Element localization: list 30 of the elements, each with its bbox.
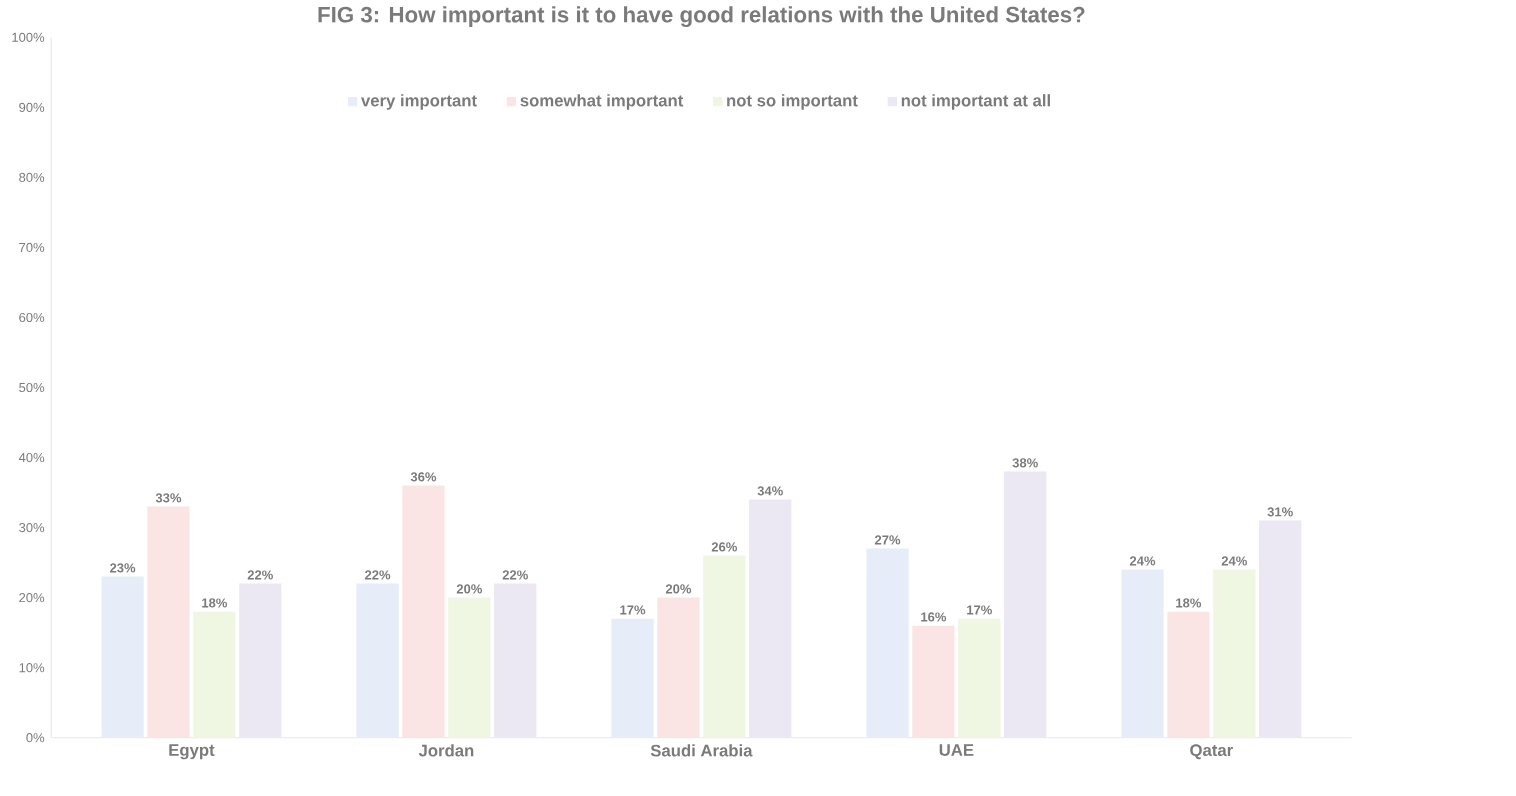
bar: [703, 555, 746, 739]
legend-label: very important: [361, 94, 477, 111]
bar: [657, 597, 700, 739]
bar: [958, 618, 1001, 739]
bar: [1213, 569, 1256, 739]
chart-title: FIG 3: How important is it to have good relations with the United States?: [318, 6, 1085, 28]
x-tick-label: Jordan: [418, 744, 474, 757]
bar: [1259, 520, 1302, 739]
bar: [611, 618, 654, 739]
bar: [448, 597, 491, 739]
bar: [912, 625, 955, 739]
bar: [101, 576, 144, 739]
bar: [749, 499, 792, 739]
x-tick-label: UAE: [939, 744, 974, 757]
bar: [494, 583, 537, 739]
x-tick-label: Qatar: [1190, 744, 1233, 760]
bar: [866, 548, 909, 739]
bar: [402, 485, 445, 739]
bar: [147, 506, 190, 739]
bar: [1167, 611, 1210, 739]
bar: [1121, 569, 1164, 739]
bar: [1004, 471, 1047, 739]
legend-label: somewhat important: [520, 94, 684, 111]
legend-label: not so important: [727, 94, 858, 111]
x-tick-label: Saudi Arabia: [650, 744, 753, 757]
bar: [239, 583, 282, 739]
bar: [193, 611, 236, 739]
legend-label: not important at all: [901, 94, 1050, 111]
x-tick-label: Egypt: [169, 744, 215, 760]
bar: [356, 583, 399, 739]
